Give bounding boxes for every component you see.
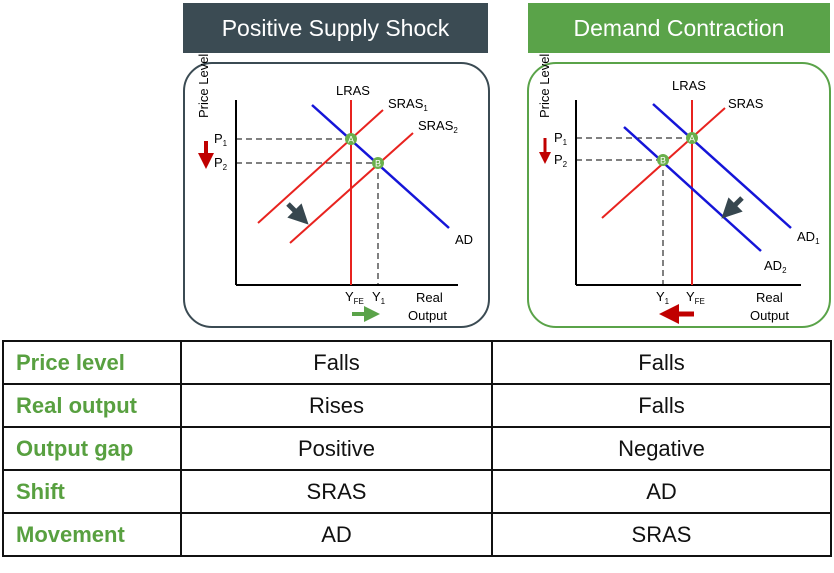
point-b-label: B xyxy=(375,159,381,169)
p1-label: P1 xyxy=(214,131,228,148)
sras2-curve xyxy=(289,132,414,244)
lras-label: LRAS xyxy=(336,83,370,98)
point-a xyxy=(345,133,357,145)
table-row: Output gap Positive Negative xyxy=(2,426,832,471)
supply-shock-cell: Positive xyxy=(180,426,493,471)
sras-label: SRAS xyxy=(728,96,764,111)
supply-shock-cell: AD xyxy=(180,512,493,557)
x-axis-label-line1: Real xyxy=(416,290,443,305)
sras2-label: SRAS2 xyxy=(418,118,458,135)
ad1-curve xyxy=(652,103,792,229)
x-axis-label-line2: Output xyxy=(408,308,447,323)
p2-label: P2 xyxy=(214,155,228,172)
panel-title-supply-shock: Positive Supply Shock xyxy=(183,3,488,53)
supply-shock-cell: Falls xyxy=(180,340,493,385)
point-b-label: B xyxy=(660,156,666,166)
row-label: Shift xyxy=(2,469,182,514)
yfe-label: YFE xyxy=(686,289,705,306)
ad1-label: AD1 xyxy=(797,229,820,246)
demand-contraction-cell: SRAS xyxy=(491,512,832,557)
supply-shock-cell: SRAS xyxy=(180,469,493,514)
row-label: Real output xyxy=(2,383,182,428)
ad2-curve xyxy=(623,126,762,252)
diagrams: A B LRAS SRAS1 SRAS2 AD P1 P2 Price Leve… xyxy=(183,54,831,328)
supply-shock-diagram: A B LRAS SRAS1 SRAS2 AD P1 P2 Price Leve… xyxy=(183,54,490,328)
p1-label: P1 xyxy=(554,130,568,147)
supply-shock-cell: Rises xyxy=(180,383,493,428)
table-row: Shift SRAS AD xyxy=(2,469,832,514)
row-label: Movement xyxy=(2,512,182,557)
p2-label: P2 xyxy=(554,152,568,169)
point-a xyxy=(686,132,698,144)
sras1-label: SRAS1 xyxy=(388,96,428,113)
panel-border xyxy=(183,62,490,328)
x-axis-label-line2: Output xyxy=(750,308,789,323)
y-axis-label: Price Level xyxy=(196,54,211,118)
shift-down-right-arrow-icon xyxy=(286,202,309,225)
lras-label: LRAS xyxy=(672,78,706,93)
point-a-label: A xyxy=(689,134,695,144)
table-row: Real output Rises Falls xyxy=(2,383,832,428)
demand-contraction-diagram: A B LRAS SRAS AD1 AD2 P1 P2 Price Level … xyxy=(527,54,831,328)
yfe-label: YFE xyxy=(345,289,364,306)
table-row: Movement AD SRAS xyxy=(2,512,832,557)
shift-down-left-arrow-icon xyxy=(721,196,744,219)
ad-label: AD xyxy=(455,232,473,247)
point-b xyxy=(372,157,384,169)
table-row: Price level Falls Falls xyxy=(2,340,832,385)
y1-label: Y1 xyxy=(372,289,386,306)
demand-contraction-cell: AD xyxy=(491,469,832,514)
y1-label: Y1 xyxy=(656,289,670,306)
row-label: Output gap xyxy=(2,426,182,471)
point-a-label: A xyxy=(348,135,354,145)
panel-border xyxy=(527,62,831,328)
sras1-curve xyxy=(257,109,384,224)
x-axis-label-line1: Real xyxy=(756,290,783,305)
ad2-label: AD2 xyxy=(764,258,787,275)
point-b xyxy=(657,154,669,166)
panel-title-demand-contraction: Demand Contraction xyxy=(528,3,830,53)
y-axis-label: Price Level xyxy=(537,54,552,118)
demand-contraction-cell: Falls xyxy=(491,383,832,428)
demand-contraction-cell: Negative xyxy=(491,426,832,471)
comparison-table: Price level Falls Falls Real output Rises Fa… xyxy=(2,340,832,557)
demand-contraction-cell: Falls xyxy=(491,340,832,385)
row-label: Price level xyxy=(2,340,182,385)
